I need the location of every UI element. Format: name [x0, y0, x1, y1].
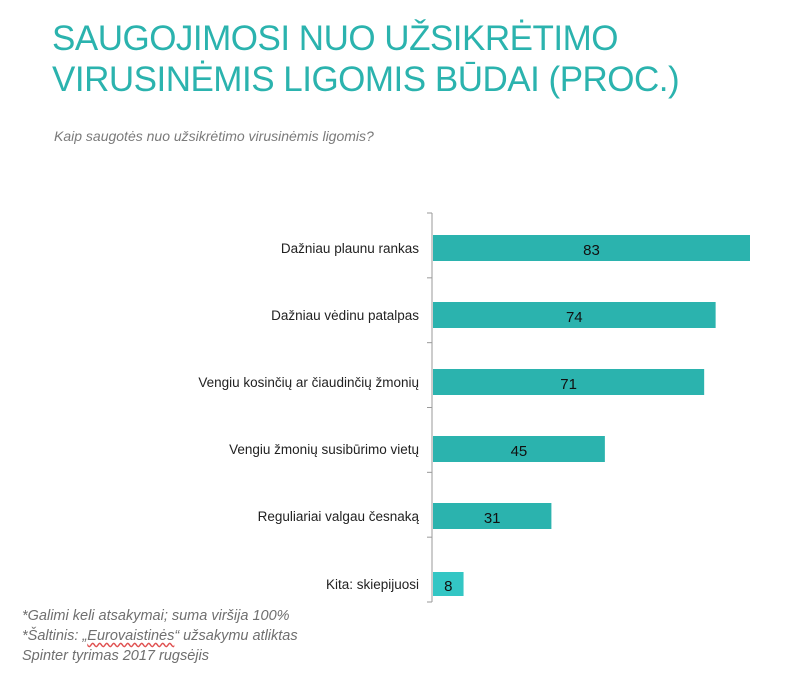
chart-title-line-2: VIRUSINĖMIS LIGOMIS BŪDAI (PROC.) — [52, 60, 680, 99]
bar-value-label-2: 74 — [566, 309, 583, 326]
bar-6 — [433, 572, 464, 596]
footnote-source-name: Eurovaistinės — [87, 628, 175, 644]
chart-title-line-1: SAUGOJIMOSI NUO UŽSIKRĖTIMO — [52, 19, 618, 58]
footnote-survey: Spinter tyrimas 2017 rugsėjis — [22, 648, 209, 664]
footnote-source-suffix: “ užsakymu atliktas — [174, 628, 298, 644]
chart-subtitle: Kaip saugotės nuo užsikrėtimo virusinėmi… — [54, 128, 374, 144]
category-label-4: Vengiu žmonių susibūrimo vietų — [229, 442, 419, 457]
footnote-source-prefix: *Šaltinis: „ — [22, 628, 88, 644]
category-label-6: Kita: skiepijuosi — [326, 577, 419, 592]
bar-3 — [433, 369, 705, 395]
footnotes: *Galimi keli atsakymai; suma viršija 100… — [22, 606, 298, 666]
bar-5 — [433, 503, 552, 529]
category-label-3: Vengiu kosinčių ar čiaudinčių žmonių — [198, 375, 419, 390]
bar-value-label-4: 45 — [511, 443, 528, 460]
bar-value-label-5: 31 — [484, 510, 501, 527]
footnote-multiple-answers: *Galimi keli atsakymai; suma viršija 100… — [22, 608, 290, 624]
bar-value-label-6: 8 — [444, 578, 452, 595]
bar-value-label-1: 83 — [583, 242, 600, 259]
chart-title: SAUGOJIMOSI NUO UŽSIKRĖTIMO VIRUSINĖMIS … — [52, 18, 680, 100]
bar-4 — [433, 436, 605, 462]
category-label-5: Reguliariai valgau česnaką — [258, 509, 420, 524]
bar-2 — [433, 302, 716, 328]
bar-value-label-3: 71 — [560, 376, 577, 393]
bar-1 — [433, 235, 750, 261]
category-label-2: Dažniau vėdinu patalpas — [271, 308, 419, 323]
footnote-source: *Šaltinis: „Eurovaistinės“ užsakymu atli… — [22, 626, 298, 646]
category-label-1: Dažniau plaunu rankas — [281, 241, 419, 256]
